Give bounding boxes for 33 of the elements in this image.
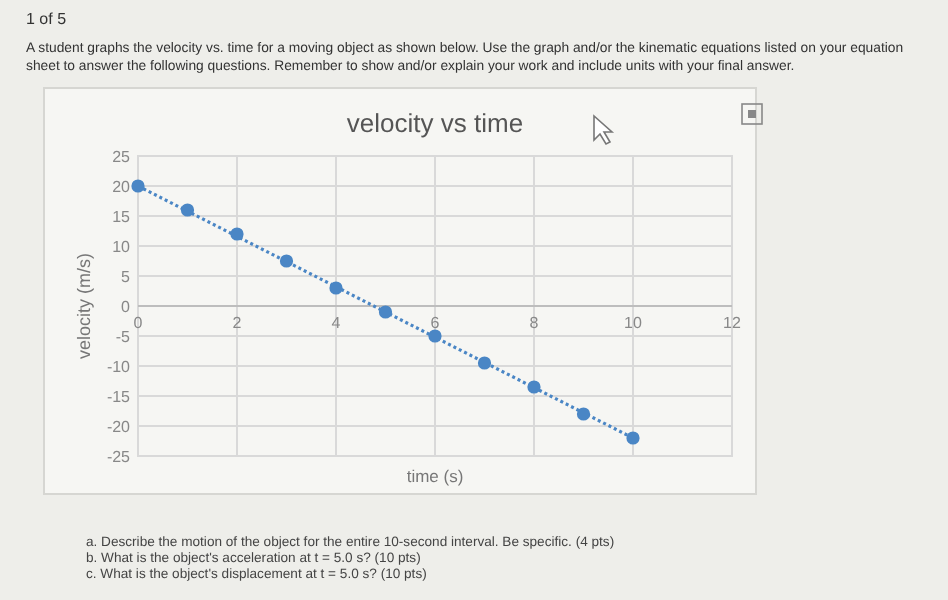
point	[576, 407, 591, 421]
x-tick-label: 12	[723, 314, 742, 332]
y-tick-label: -10	[106, 358, 132, 376]
point	[131, 179, 145, 193]
x-tick-label: 0	[133, 314, 144, 332]
point	[230, 227, 244, 241]
point	[180, 203, 195, 217]
point	[378, 305, 393, 319]
y-axis-title: velocity (m/s)	[74, 252, 94, 360]
point	[477, 356, 492, 370]
y-tick-label: 25	[112, 148, 132, 166]
y-tick-label: -25	[106, 448, 132, 466]
x-tick-label: 6	[430, 314, 441, 332]
y-tick-label: 20	[112, 178, 132, 196]
y-tick-label: -5	[115, 328, 132, 346]
y-tick-label: 0	[121, 298, 132, 316]
y-tick-label: 5	[121, 268, 132, 286]
x-tick-label: 10	[624, 314, 643, 332]
point	[626, 431, 640, 445]
x-tick-label: 4	[331, 314, 342, 332]
point	[527, 380, 541, 394]
text: 1 of 5	[26, 10, 68, 28]
y-tick-label: -15	[106, 388, 132, 406]
y-tick-label: 15	[112, 208, 132, 226]
y-tick-label: 10	[112, 238, 132, 256]
x-tick-label: 2	[232, 314, 243, 332]
point	[279, 254, 294, 268]
x-tick-label: 8	[529, 314, 540, 332]
x-axis-title: time (s)	[406, 466, 464, 486]
chart-title: velocity vs time	[346, 108, 524, 138]
point	[329, 281, 343, 295]
point	[428, 329, 442, 343]
y-tick-label: -20	[106, 418, 132, 436]
